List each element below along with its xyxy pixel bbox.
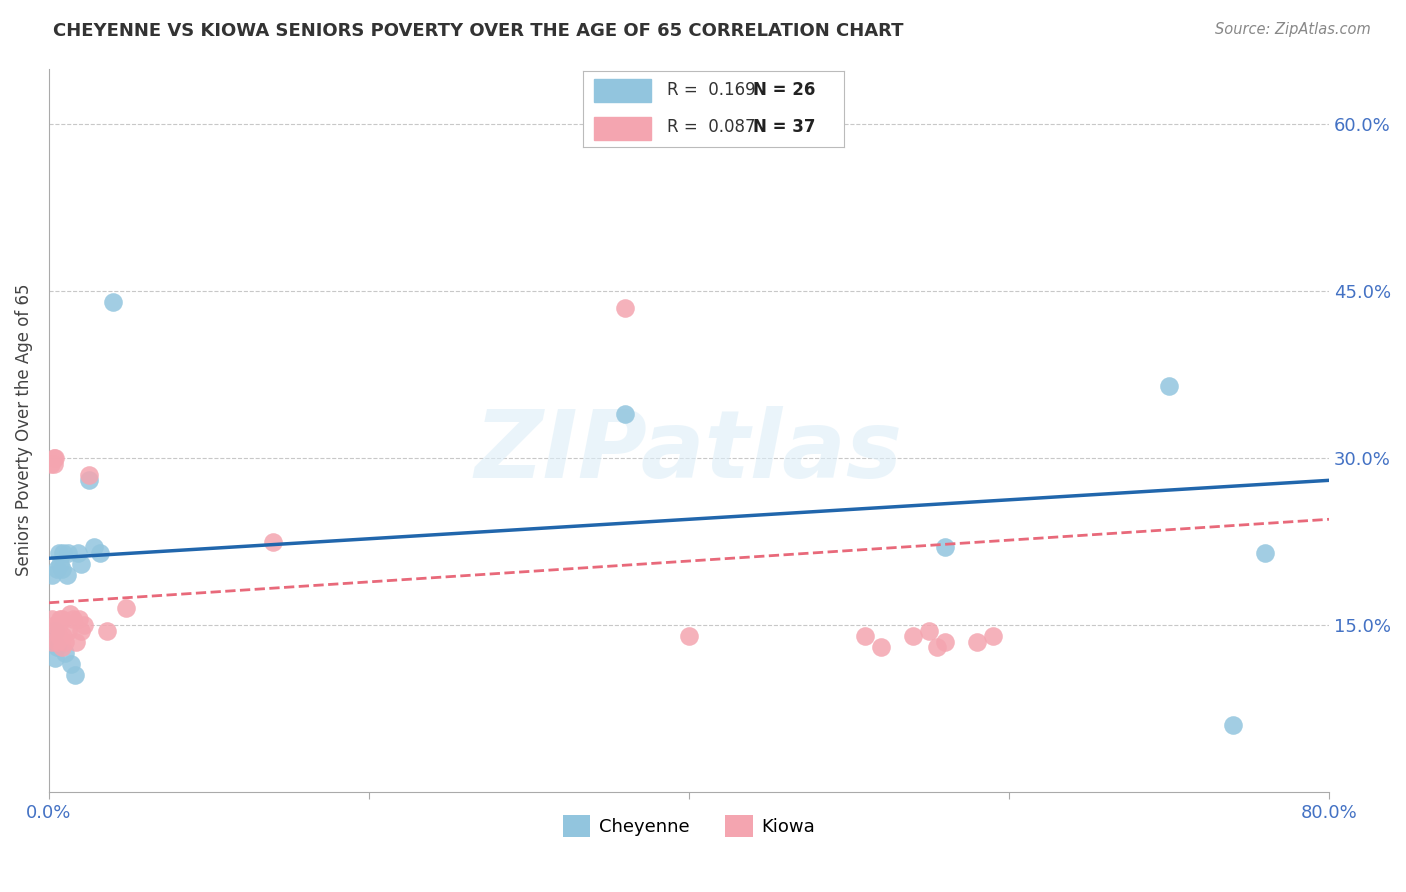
Point [1222,718,1244,732]
Point [41,634,63,648]
Point [56,546,79,560]
Point [114,601,136,615]
Point [262,534,284,549]
Point [51,562,73,576]
Point [918,624,941,638]
Point [934,540,956,554]
Point [46,634,69,648]
Point [614,407,637,421]
Text: ZIPatlas: ZIPatlas [475,406,903,498]
Point [41,568,63,582]
Point [53,634,76,648]
Point [42,457,65,471]
Point [42,634,65,648]
Point [70,624,93,638]
Point [73,618,96,632]
Point [966,634,988,648]
Point [59,607,82,621]
Point [1157,378,1180,392]
Point [52,629,75,643]
Point [981,629,1004,643]
Bar [593,117,651,140]
Point [1254,546,1277,560]
Point [870,640,893,655]
Point [101,295,124,310]
Point [63,668,86,682]
Text: R =  0.169: R = 0.169 [666,80,755,98]
Point [925,640,948,655]
Text: Source: ZipAtlas.com: Source: ZipAtlas.com [1215,22,1371,37]
Point [77,473,100,487]
Point [44,651,66,665]
Point [70,557,93,571]
Text: N = 26: N = 26 [752,80,815,98]
Point [56,624,79,638]
Legend: Cheyenne, Kiowa: Cheyenne, Kiowa [555,808,823,845]
Bar [593,79,651,102]
Point [77,467,100,482]
Point [614,301,637,315]
Point [934,634,956,648]
Text: R =  0.087: R = 0.087 [666,119,755,136]
Point [48,629,70,643]
Point [901,629,924,643]
Point [89,546,111,560]
Point [60,657,83,671]
Point [42,451,65,466]
Point [66,546,89,560]
Point [46,562,69,576]
Point [55,568,77,582]
Point [51,640,73,655]
Point [96,624,118,638]
Point [49,612,72,626]
Y-axis label: Seniors Poverty Over the Age of 65: Seniors Poverty Over the Age of 65 [15,284,32,576]
Point [49,557,72,571]
Point [48,618,70,632]
Point [44,451,66,466]
Point [46,640,69,655]
Point [44,624,66,638]
Point [51,612,73,626]
Text: N = 37: N = 37 [752,119,815,136]
Point [46,624,69,638]
Point [39,457,62,471]
Point [67,612,90,626]
Point [41,612,63,626]
Point [52,546,75,560]
Point [62,612,84,626]
Text: CHEYENNE VS KIOWA SENIORS POVERTY OVER THE AGE OF 65 CORRELATION CHART: CHEYENNE VS KIOWA SENIORS POVERTY OVER T… [53,22,904,40]
Point [53,646,76,660]
Point [65,634,87,648]
Point [44,618,66,632]
Point [83,540,105,554]
Point [48,546,70,560]
Point [853,629,876,643]
Point [678,629,700,643]
